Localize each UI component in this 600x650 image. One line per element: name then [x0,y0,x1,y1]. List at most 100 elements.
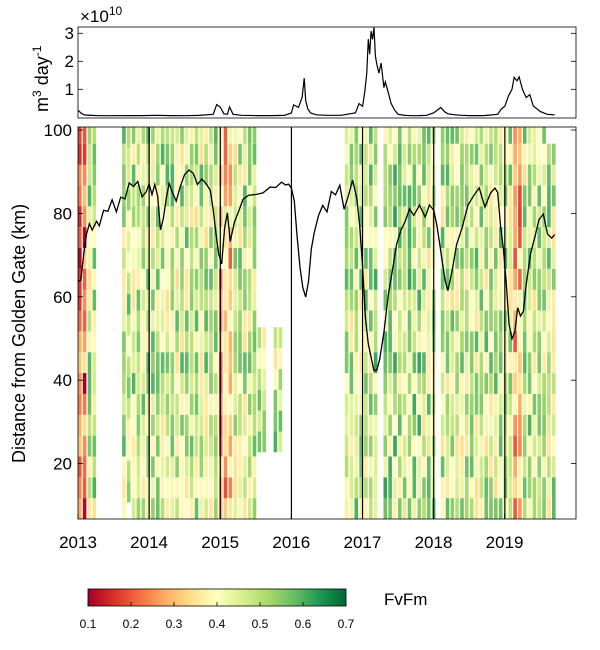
heatmap-cell [247,143,252,165]
heatmap-cell [532,143,537,165]
heatmap-cell [455,477,459,499]
heatmap-cell [204,310,208,332]
heatmap-cell [82,435,87,457]
heatmap-cell [422,435,426,457]
heatmap-cell [247,331,252,353]
heatmap-cell [151,498,155,519]
heatmap-cell [194,477,199,499]
heatmap-cell [364,477,368,499]
heatmap-cell [92,373,97,394]
heatmap-cell [243,127,247,144]
heatmap-cell [252,373,257,394]
heatmap-cell [465,477,469,499]
heatmap-cell [388,393,392,415]
heatmap-cell [393,164,397,186]
heatmap-cell [175,289,179,311]
heatmap-cell [141,127,146,144]
heatmap-cell [165,477,170,499]
heatmap-cell [165,289,170,311]
heatmap-cell [474,477,479,499]
heatmap-cell [170,331,175,353]
heatmap-cell [450,456,455,478]
heatmap-cell [257,348,262,369]
heatmap-cell [180,435,184,457]
heatmap-cell [189,185,194,207]
heatmap-cell [484,185,488,207]
heatmap-cell [552,247,556,269]
heatmap-cell [398,310,402,332]
heatmap-cell [552,498,556,519]
heatmap-cell [427,289,431,311]
heatmap-cell [209,373,213,394]
heatmap-cell [170,143,175,165]
heatmap-cell [450,352,455,374]
heatmap-cell [78,289,82,311]
heatmap-cell [537,206,541,228]
heatmap-cell [209,127,213,144]
heatmap-cell [518,352,522,374]
heatmap-cell [247,206,252,228]
heatmap-cell [547,414,551,436]
heatmap-cell [78,331,82,353]
heatmap-cell [450,247,455,269]
heatmap-cell [165,352,170,374]
heatmap-cell [494,143,498,165]
heatmap-cell [513,127,517,144]
heatmap-cell [518,435,522,457]
heatmap-cell [450,373,455,394]
heatmap-cell [354,456,359,478]
heatmap-cell [427,331,431,353]
heatmap-cell [92,206,97,228]
heatmap-cell [445,247,450,269]
heatmap-cell [194,206,199,228]
heatmap-cell [484,373,488,394]
heatmap-cell [513,477,517,499]
heatmap-cell [252,289,257,311]
heatmap-cell [427,373,431,394]
heatmap-cell [209,206,213,228]
heatmap-cell [484,414,488,436]
heatmap-cell [146,456,150,478]
heatmap-cell [126,293,131,315]
heatmap-cell [527,164,532,186]
heatmap-cell [189,435,194,457]
heatmap-cell [252,310,257,332]
heatmap-cell [214,268,218,290]
heatmap-cell [474,456,479,478]
heatmap-cell [474,435,479,457]
heatmap-cell [156,227,160,248]
heatmap-cell [542,435,546,457]
heatmap-cell [194,435,199,457]
heatmap-cell [417,331,421,353]
heatmap-cell [349,268,354,290]
heatmap-cell [228,289,233,311]
heatmap-cell [460,164,464,186]
heatmap-cell [503,227,508,248]
heatmap-cell [165,164,170,186]
heatmap-cell [474,227,479,248]
heatmap-cell [247,310,252,332]
heatmap-cell [498,456,503,478]
heatmap-cell [469,477,474,499]
heatmap-cell [82,456,87,478]
heatmap-cell [383,456,388,478]
heatmap-cell [422,498,426,519]
heatmap-cell [427,393,431,415]
x-tick-label-2014: 2014 [130,533,168,552]
heatmap-cell [228,477,233,499]
heatmap-cell [369,143,373,165]
heatmap-cell [542,143,546,165]
heatmap-cell [278,389,283,411]
heatmap-cell [402,331,407,353]
heatmap-cell [170,247,175,269]
heatmap-cell [233,185,237,207]
heatmap-cell [542,498,546,519]
heatmap-cell [247,247,252,269]
heatmap-cell [373,373,378,394]
heatmap-cell [233,414,237,436]
heatmap-cell [393,127,397,144]
heatmap-cell [508,127,512,144]
heatmap-cell [262,327,266,349]
heatmap-cell [247,373,252,394]
heatmap-cell [199,185,204,207]
